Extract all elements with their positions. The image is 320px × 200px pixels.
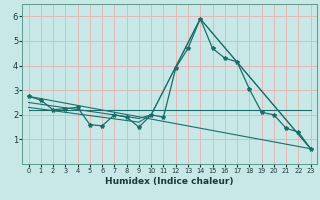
X-axis label: Humidex (Indice chaleur): Humidex (Indice chaleur) [105, 177, 234, 186]
